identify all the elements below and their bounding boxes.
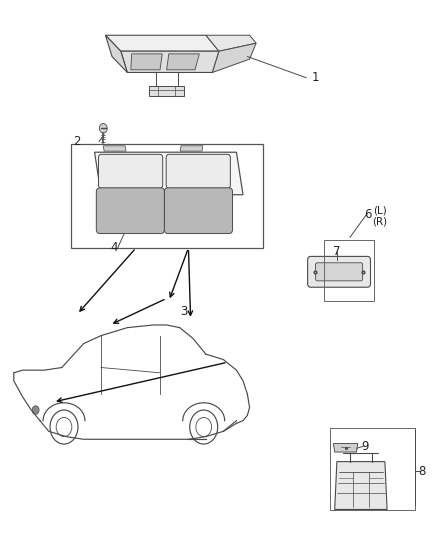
FancyBboxPatch shape xyxy=(164,188,233,233)
FancyBboxPatch shape xyxy=(166,155,230,188)
Text: 9: 9 xyxy=(361,440,369,453)
Text: 1: 1 xyxy=(311,71,319,84)
Polygon shape xyxy=(106,35,127,72)
Text: 7: 7 xyxy=(333,245,341,258)
Polygon shape xyxy=(335,462,387,510)
Polygon shape xyxy=(180,146,203,151)
Polygon shape xyxy=(166,54,199,70)
Polygon shape xyxy=(212,43,256,72)
Circle shape xyxy=(99,124,107,133)
Text: 6: 6 xyxy=(364,208,371,221)
FancyBboxPatch shape xyxy=(99,155,162,188)
Circle shape xyxy=(32,406,39,414)
Text: 8: 8 xyxy=(418,465,426,478)
Text: 4: 4 xyxy=(110,241,118,254)
Polygon shape xyxy=(103,146,126,151)
FancyBboxPatch shape xyxy=(96,188,164,233)
Text: 2: 2 xyxy=(73,135,81,148)
Polygon shape xyxy=(131,54,162,70)
Text: (R): (R) xyxy=(372,216,387,227)
Polygon shape xyxy=(106,35,219,51)
Text: (L): (L) xyxy=(373,205,387,215)
Polygon shape xyxy=(95,152,243,195)
Bar xyxy=(71,144,263,248)
Polygon shape xyxy=(121,51,219,72)
Text: 5: 5 xyxy=(213,177,220,191)
Text: 3: 3 xyxy=(180,305,188,318)
Bar xyxy=(330,427,416,510)
FancyBboxPatch shape xyxy=(315,263,363,281)
Polygon shape xyxy=(206,35,256,51)
Polygon shape xyxy=(333,443,358,452)
Polygon shape xyxy=(149,86,184,96)
FancyBboxPatch shape xyxy=(307,256,371,287)
Bar xyxy=(324,240,374,301)
